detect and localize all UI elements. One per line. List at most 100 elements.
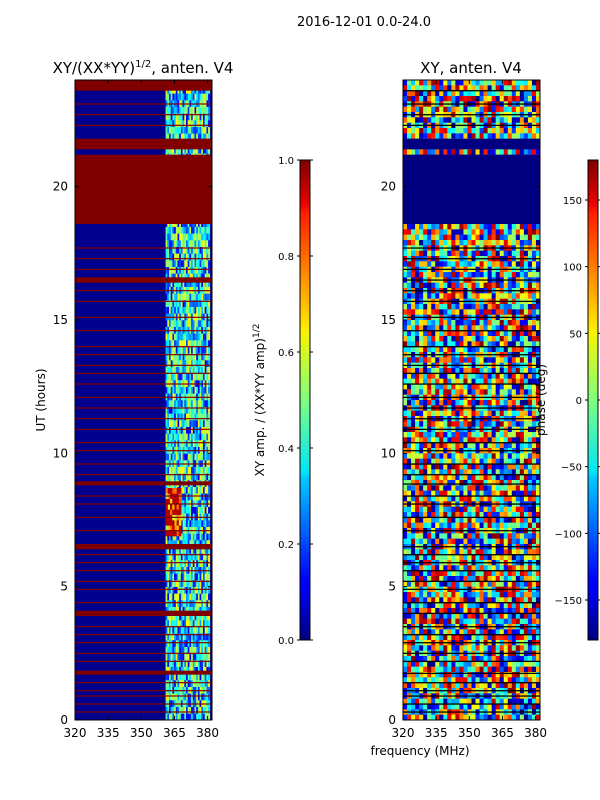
amp-band-cell	[179, 646, 182, 654]
amp-band-cell	[196, 553, 199, 561]
amp-band-cell	[189, 333, 192, 341]
phase-cell	[511, 384, 517, 390]
phase-cell	[443, 389, 448, 395]
amp-band-cell	[184, 453, 187, 461]
amp-band-cell	[192, 300, 195, 307]
phase-cell	[483, 357, 488, 363]
amp-band-cell	[184, 400, 187, 407]
phase-cell	[527, 229, 533, 235]
phase-cell	[411, 421, 416, 427]
amp-cb-tick-label: 0.8	[278, 252, 294, 263]
phase-cell	[455, 325, 460, 331]
phase-cell	[459, 432, 464, 438]
phase-cell	[471, 229, 476, 235]
amp-band-cell	[197, 493, 200, 501]
amp-band-cell	[208, 466, 211, 474]
amp-band-cell	[179, 586, 182, 594]
phase-cell	[475, 85, 480, 91]
amp-band-cell	[192, 133, 195, 141]
amp-band-cell	[169, 366, 171, 374]
phase-cell	[411, 304, 416, 310]
phase-cell	[447, 432, 452, 438]
amp-band-cell	[174, 600, 177, 607]
phase-cell	[523, 320, 529, 326]
amp-band-cell	[177, 126, 180, 134]
phase-cell	[483, 378, 488, 385]
amp-band-cell	[169, 433, 171, 441]
phase-cell	[447, 325, 452, 331]
phase-cell	[419, 389, 424, 395]
amp-band-cell	[201, 546, 204, 554]
phase-cell	[495, 373, 501, 379]
phase-cell	[463, 117, 468, 123]
phase-cell	[451, 309, 456, 315]
amp-band-cell	[208, 406, 211, 414]
amp-band-cell	[169, 306, 171, 314]
amp-band-cell	[179, 420, 182, 427]
amp-band-cell	[204, 660, 207, 667]
amp-ytick-label: 15	[53, 313, 68, 327]
phase-cell	[527, 128, 533, 134]
phase-cell	[411, 410, 416, 417]
amp-band-cell	[187, 620, 190, 627]
phase-cell	[407, 341, 412, 347]
amp-band-cell	[208, 680, 211, 687]
phase-cell	[523, 282, 529, 289]
amp-band-cell	[165, 93, 168, 101]
phase-cell	[467, 272, 472, 278]
phase-cell	[463, 378, 468, 385]
amp-band-cell	[180, 466, 183, 474]
phase-cell	[443, 373, 448, 379]
phase-cell	[463, 272, 468, 278]
phase-cell	[495, 421, 501, 427]
phase-cell	[523, 410, 529, 417]
amp-band-cell	[180, 246, 183, 254]
amp-band-cell	[167, 666, 170, 674]
phase-cell	[459, 400, 464, 406]
phase-cell	[467, 346, 472, 353]
amp-flag-line	[75, 114, 212, 116]
phase-cell	[483, 282, 488, 289]
phase-cell	[443, 309, 448, 315]
amp-band-cell	[202, 633, 205, 641]
amp-band-cell	[170, 420, 173, 427]
phase-cell	[447, 357, 452, 363]
phase-cell	[479, 133, 484, 139]
amp-band-cell	[202, 233, 205, 241]
amp-hot-cell	[165, 525, 169, 531]
phase-cell	[431, 400, 436, 406]
amp-band-cell	[184, 300, 187, 307]
amp-band-cell	[202, 713, 205, 720]
amp-band-cell	[174, 333, 177, 341]
phase-cell	[423, 128, 428, 134]
phase-cell	[451, 106, 456, 113]
amp-band-cell	[206, 246, 209, 254]
amp-band-cell	[191, 680, 194, 687]
phase-cell	[515, 432, 521, 438]
phase-cell	[439, 282, 444, 289]
amp-band-cell	[169, 540, 171, 547]
phase-cell	[535, 304, 540, 310]
phase-cell	[471, 309, 476, 315]
phase-cell	[411, 229, 416, 235]
amp-band-cell	[177, 666, 180, 674]
amp-band-cell	[182, 433, 185, 441]
amp-band-cell	[179, 106, 182, 114]
amp-band-cell	[197, 613, 200, 621]
phase-cell	[403, 224, 408, 230]
phase-cell	[511, 432, 517, 438]
phase-cell	[519, 128, 525, 134]
phase-cell	[491, 357, 496, 363]
amp-band-cell	[199, 306, 202, 314]
amp-band-cell	[185, 466, 188, 474]
amp-band-cell	[172, 533, 175, 541]
phase-cell	[439, 336, 444, 342]
amp-band-cell	[175, 106, 178, 114]
amp-band-cell	[167, 333, 170, 341]
phase-cell	[459, 96, 464, 102]
amp-band-cell	[179, 280, 182, 287]
amp-band-cell	[187, 693, 190, 701]
phase-cell	[515, 272, 521, 278]
phase-cell	[451, 304, 456, 310]
